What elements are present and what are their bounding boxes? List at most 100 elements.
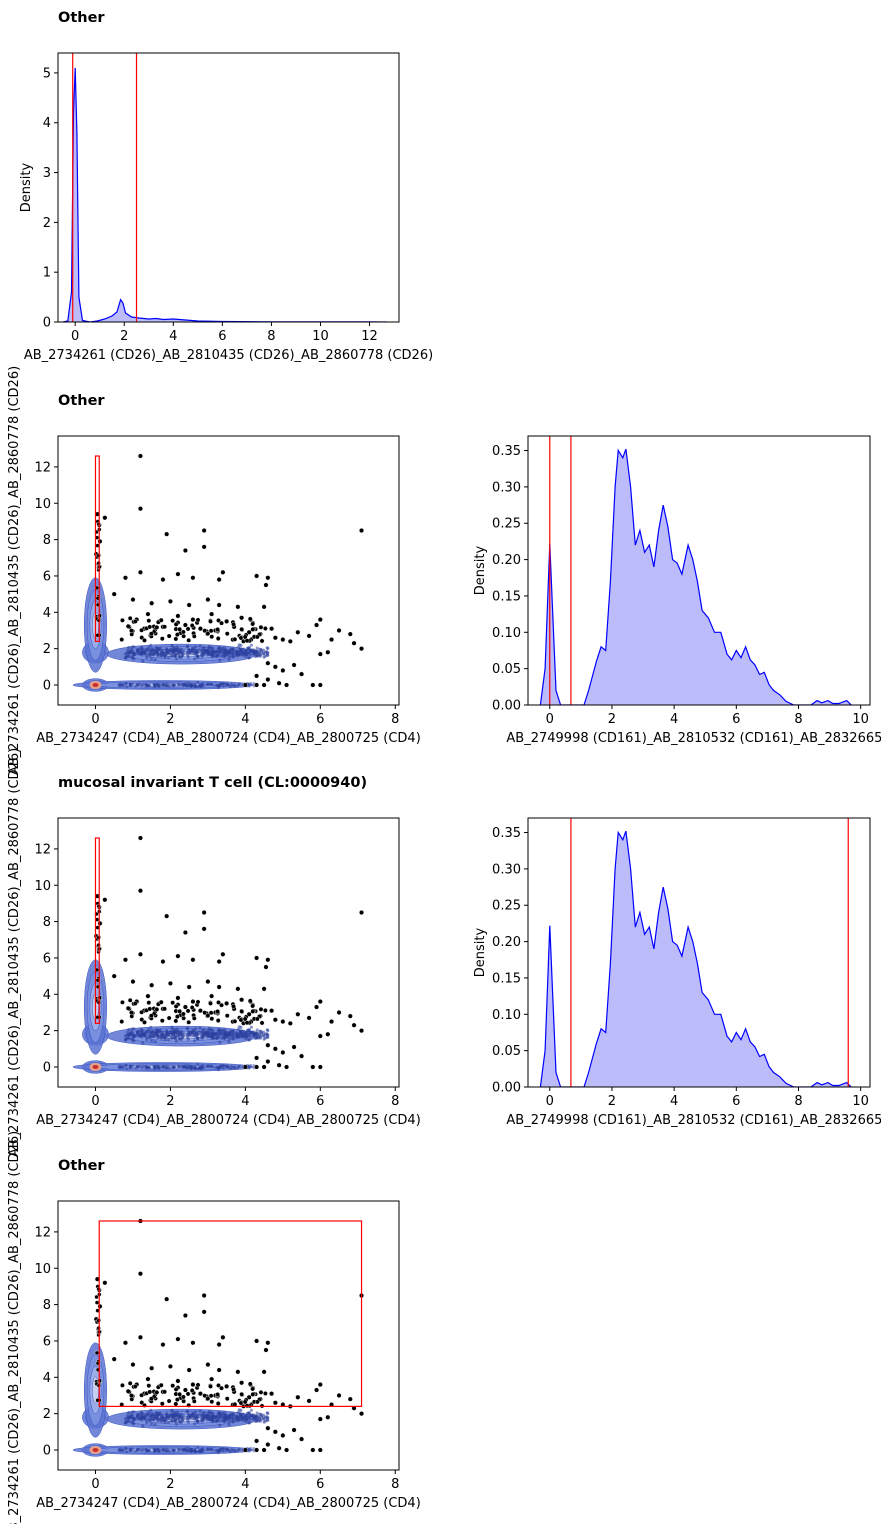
cluster-point <box>234 652 239 656</box>
cluster-point <box>212 649 216 653</box>
cluster-point <box>237 1447 241 1451</box>
cluster-point <box>153 685 157 689</box>
data-point <box>272 1400 278 1406</box>
data-point <box>209 1016 215 1022</box>
data-point <box>205 1396 211 1402</box>
cluster-point <box>218 1449 222 1453</box>
cluster-point <box>175 1027 179 1031</box>
data-point <box>231 1386 236 1392</box>
data-point <box>120 1382 125 1388</box>
cluster-point <box>182 1447 186 1451</box>
cluster-point <box>172 1036 177 1040</box>
cluster-point <box>249 1025 253 1029</box>
y-tick-label: 0 <box>43 1061 51 1076</box>
data-point <box>201 544 207 550</box>
cluster-point <box>191 1033 196 1038</box>
data-point <box>263 964 269 970</box>
data-point <box>317 999 323 1005</box>
data-point <box>246 1011 252 1017</box>
data-point <box>224 631 230 637</box>
x-tick-label: 0 <box>71 329 79 344</box>
cluster-point <box>256 1419 260 1423</box>
cluster-point <box>195 1033 199 1037</box>
data-point <box>280 1049 286 1055</box>
cluster-point <box>228 1032 232 1036</box>
data-point <box>185 626 191 632</box>
data-point <box>232 1018 238 1024</box>
data-point <box>146 618 152 624</box>
y-tick-label: 2 <box>43 1024 51 1039</box>
x-tick-label: 4 <box>241 712 249 727</box>
data-point <box>299 1436 305 1442</box>
density-peak-core <box>92 683 99 688</box>
data-point <box>119 1019 125 1024</box>
cluster-point <box>221 1449 225 1453</box>
cluster-point <box>141 1041 145 1045</box>
cluster-point <box>239 643 243 647</box>
cluster-point <box>127 1410 131 1415</box>
cluster-point <box>175 1032 179 1036</box>
density-peak-core <box>92 1448 99 1453</box>
cluster-point <box>144 1447 148 1451</box>
data-point <box>261 1064 267 1070</box>
panel-6: Other 0 2 4 6 8 0 2 4 6 8 10 12 AB_2734247 (CD4)_AB_2… <box>7 1131 421 1524</box>
cluster-points <box>117 1025 270 1072</box>
cluster-point <box>212 1031 216 1035</box>
data-point <box>235 1369 241 1375</box>
data-point <box>186 602 192 608</box>
data-point <box>310 682 316 688</box>
y-axis-label: AB_2734261 (CD26)_AB_2810435 (CD26)_AB_2… <box>7 1131 22 1524</box>
cluster-point <box>219 654 223 658</box>
data-point <box>295 629 301 635</box>
data-point <box>280 637 286 643</box>
data-point <box>111 591 117 597</box>
cluster-point <box>221 1447 225 1451</box>
cluster-point <box>247 656 251 660</box>
cluster-point <box>210 1028 214 1032</box>
y-tick-label: 4 <box>43 1371 51 1386</box>
y-tick-label: 0.05 <box>492 1044 521 1059</box>
cluster-point <box>156 1417 161 1421</box>
data-point <box>137 506 143 512</box>
cluster-point <box>148 1035 152 1039</box>
cluster-point <box>181 649 185 653</box>
x-tick-label: 2 <box>608 1094 616 1109</box>
data-point <box>201 528 207 534</box>
data-point <box>262 1391 268 1396</box>
data-point <box>276 680 282 686</box>
cluster-point <box>167 684 171 688</box>
data-point <box>182 622 188 628</box>
cluster-point <box>155 647 159 651</box>
data-point <box>215 627 221 632</box>
data-point <box>284 1447 290 1453</box>
cluster-point <box>255 646 259 650</box>
cluster-point <box>178 655 182 659</box>
cluster-point <box>196 1445 200 1449</box>
data-point <box>182 1387 188 1393</box>
cluster-point <box>187 683 191 687</box>
cluster-point <box>236 1410 240 1414</box>
data-point <box>182 1313 188 1319</box>
cluster-point <box>215 1418 220 1422</box>
axes-frame <box>57 1200 400 1471</box>
data-point <box>239 1008 245 1014</box>
data-point <box>215 1401 221 1406</box>
data-point <box>147 1006 153 1012</box>
data-point <box>261 1447 267 1453</box>
cluster-point <box>149 1038 153 1043</box>
cluster-point <box>159 1030 163 1035</box>
y-tick-label: 0.20 <box>492 553 521 568</box>
data-point <box>129 628 134 634</box>
data-point <box>181 629 186 635</box>
data-point <box>209 634 215 640</box>
data-point <box>167 1363 173 1369</box>
y-tick-label: 0.05 <box>492 662 521 677</box>
data-point <box>129 1010 134 1016</box>
data-point <box>111 973 117 979</box>
cluster-point <box>174 1039 179 1043</box>
data-point <box>173 621 179 627</box>
cluster-point <box>218 1030 223 1034</box>
data-point <box>250 1391 256 1397</box>
data-point <box>96 553 101 558</box>
cluster-point <box>240 1035 244 1039</box>
